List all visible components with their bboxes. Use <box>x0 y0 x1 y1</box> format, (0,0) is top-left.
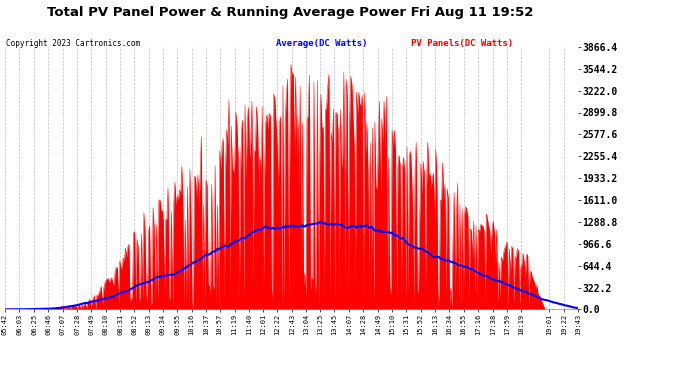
Text: Copyright 2023 Cartronics.com: Copyright 2023 Cartronics.com <box>6 39 139 48</box>
Text: PV Panels(DC Watts): PV Panels(DC Watts) <box>411 39 513 48</box>
Text: Total PV Panel Power & Running Average Power Fri Aug 11 19:52: Total PV Panel Power & Running Average P… <box>47 6 533 19</box>
Text: Average(DC Watts): Average(DC Watts) <box>276 39 367 48</box>
